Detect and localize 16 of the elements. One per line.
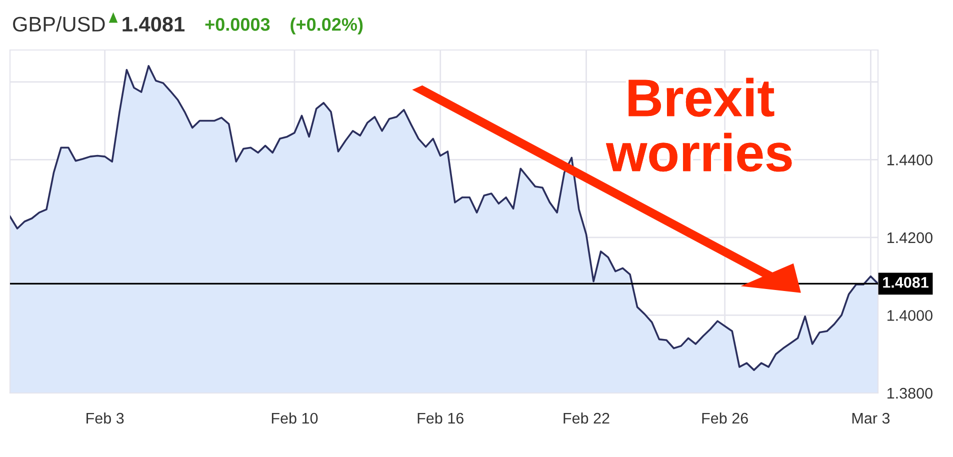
y-tick-label: 1.4200 <box>888 232 932 244</box>
chart-subtitle: 1.4081 <box>122 16 185 32</box>
ref-line-label: 1.4081 <box>883 277 928 288</box>
text: (+0.02%) <box>290 18 363 34</box>
y-tick-label: 1.4000 <box>888 310 932 321</box>
chart-title: GBP/USD <box>13 16 105 32</box>
y-tick-label: 1.3800 <box>888 388 932 399</box>
x-tick-label: Feb 3 <box>86 412 124 424</box>
y-tick-label: 1.4400 <box>888 154 932 166</box>
x-tick-label: Mar 3 <box>852 412 890 424</box>
x-tick-label: Feb 22 <box>564 412 610 424</box>
x-tick-label: Feb 26 <box>702 412 748 424</box>
x-tick-label: Feb 10 <box>272 412 318 424</box>
x-tick-label: Feb 16 <box>418 412 464 424</box>
annotation: Brexit worries <box>606 78 792 172</box>
text: +0.0003 <box>205 18 270 31</box>
